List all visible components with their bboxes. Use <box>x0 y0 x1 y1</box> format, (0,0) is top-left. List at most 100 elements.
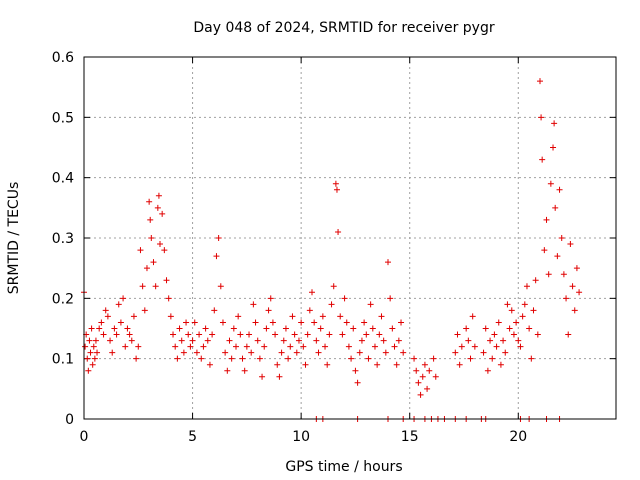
data-point <box>224 367 231 374</box>
data-point <box>226 337 233 344</box>
data-point <box>107 337 114 344</box>
data-point <box>148 235 155 241</box>
data-point <box>198 355 205 362</box>
data-point <box>326 331 333 338</box>
data-point <box>191 319 198 326</box>
data-point <box>330 283 337 290</box>
data-point <box>287 343 294 350</box>
data-point <box>504 301 511 308</box>
data-point <box>135 343 142 350</box>
data-point <box>165 295 172 302</box>
data-point <box>276 373 283 380</box>
data-point <box>263 325 270 332</box>
plot-frame <box>83 56 617 420</box>
data-point <box>94 349 101 356</box>
y-axis-label: SRMTID / TECUs <box>6 182 22 295</box>
data-point <box>389 325 396 332</box>
data-point <box>430 355 437 362</box>
data-point <box>291 331 298 338</box>
data-point <box>150 259 157 266</box>
data-point <box>254 337 261 344</box>
data-point <box>452 349 459 356</box>
data-point <box>419 373 426 380</box>
data-point <box>246 331 253 338</box>
data-point <box>196 331 203 338</box>
data-point <box>393 361 400 368</box>
data-point <box>573 265 580 272</box>
data-point <box>411 355 418 362</box>
data-point <box>241 367 248 374</box>
data-point <box>113 331 120 338</box>
data-point <box>333 186 340 193</box>
data-point <box>532 277 539 284</box>
data-point <box>269 319 276 326</box>
data-point <box>89 361 96 368</box>
data-point <box>385 259 391 266</box>
data-point <box>426 367 433 374</box>
data-point <box>202 325 209 332</box>
data-point <box>415 379 422 386</box>
data-point <box>176 325 183 332</box>
data-point <box>352 367 359 374</box>
data-point <box>228 355 235 362</box>
data-point <box>102 307 109 314</box>
data-point <box>298 319 305 326</box>
data-point <box>322 343 329 350</box>
data-point <box>398 319 405 326</box>
data-point <box>172 343 179 350</box>
data-point <box>378 313 385 320</box>
data-point <box>551 120 558 127</box>
data-point <box>289 313 296 320</box>
data-point <box>147 216 154 223</box>
data-point <box>87 349 94 356</box>
data-point <box>85 367 92 374</box>
data-point <box>380 337 387 344</box>
data-point <box>417 391 424 398</box>
data-point <box>311 319 318 326</box>
y-tick-label: 0.6 <box>52 50 74 66</box>
data-point <box>157 241 163 248</box>
data-point <box>130 313 137 320</box>
data-point <box>285 355 292 362</box>
data-point <box>354 379 361 386</box>
data-point <box>215 235 222 241</box>
data-point <box>126 331 133 338</box>
data-point <box>363 331 370 338</box>
data-point <box>100 331 107 338</box>
data-point <box>395 337 402 344</box>
data-point <box>91 355 98 362</box>
data-point <box>217 283 224 290</box>
data-point <box>565 331 572 338</box>
data-point <box>96 325 103 332</box>
data-point <box>463 325 470 332</box>
data-point <box>552 204 559 211</box>
x-tick-label: 5 <box>188 429 197 445</box>
data-point <box>554 253 561 260</box>
data-point <box>493 343 500 350</box>
data-point <box>534 331 541 338</box>
data-point <box>348 355 355 362</box>
data-point <box>146 198 153 205</box>
data-point <box>139 283 146 290</box>
data-point <box>467 355 474 362</box>
data-point <box>367 301 374 308</box>
data-point <box>261 343 268 350</box>
data-point <box>391 343 398 350</box>
data-point <box>547 180 554 187</box>
data-point <box>237 331 244 338</box>
chart-title: Day 048 of 2024, SRMTID for receiver pyg… <box>193 20 494 36</box>
data-point <box>122 343 129 350</box>
data-point <box>335 228 342 235</box>
data-point <box>141 307 148 314</box>
data-point <box>222 349 229 356</box>
data-point <box>304 331 311 338</box>
y-tick-label: 0.5 <box>52 110 74 126</box>
data-point <box>183 319 190 326</box>
data-point <box>282 325 289 332</box>
data-point <box>526 325 533 332</box>
data-point <box>250 301 257 308</box>
data-point <box>204 337 211 344</box>
data-point <box>206 361 213 368</box>
data-point <box>343 319 350 326</box>
data-point <box>454 331 461 338</box>
